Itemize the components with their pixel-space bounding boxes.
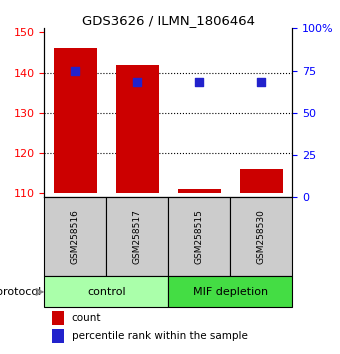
Bar — [231, 198, 292, 276]
Bar — [168, 276, 292, 307]
Bar — [116, 64, 159, 193]
Point — [197, 80, 202, 85]
Bar — [53, 48, 97, 193]
Point — [72, 68, 78, 73]
Text: MIF depletion: MIF depletion — [193, 287, 268, 297]
Bar — [44, 198, 106, 276]
Text: percentile rank within the sample: percentile rank within the sample — [71, 331, 248, 341]
Bar — [177, 189, 221, 193]
Bar — [52, 312, 64, 325]
Point — [135, 80, 140, 85]
Text: control: control — [87, 287, 125, 297]
Text: GSM258517: GSM258517 — [133, 210, 142, 264]
Bar — [106, 198, 168, 276]
Bar — [44, 276, 168, 307]
Text: protocol: protocol — [0, 287, 42, 297]
Text: GSM258530: GSM258530 — [257, 210, 266, 264]
Text: GSM258516: GSM258516 — [71, 210, 80, 264]
Bar — [168, 198, 230, 276]
Title: GDS3626 / ILMN_1806464: GDS3626 / ILMN_1806464 — [82, 14, 255, 27]
Bar — [52, 329, 64, 343]
Point — [259, 80, 264, 85]
Text: count: count — [71, 313, 101, 323]
Text: GSM258515: GSM258515 — [195, 210, 204, 264]
Bar — [240, 169, 283, 193]
